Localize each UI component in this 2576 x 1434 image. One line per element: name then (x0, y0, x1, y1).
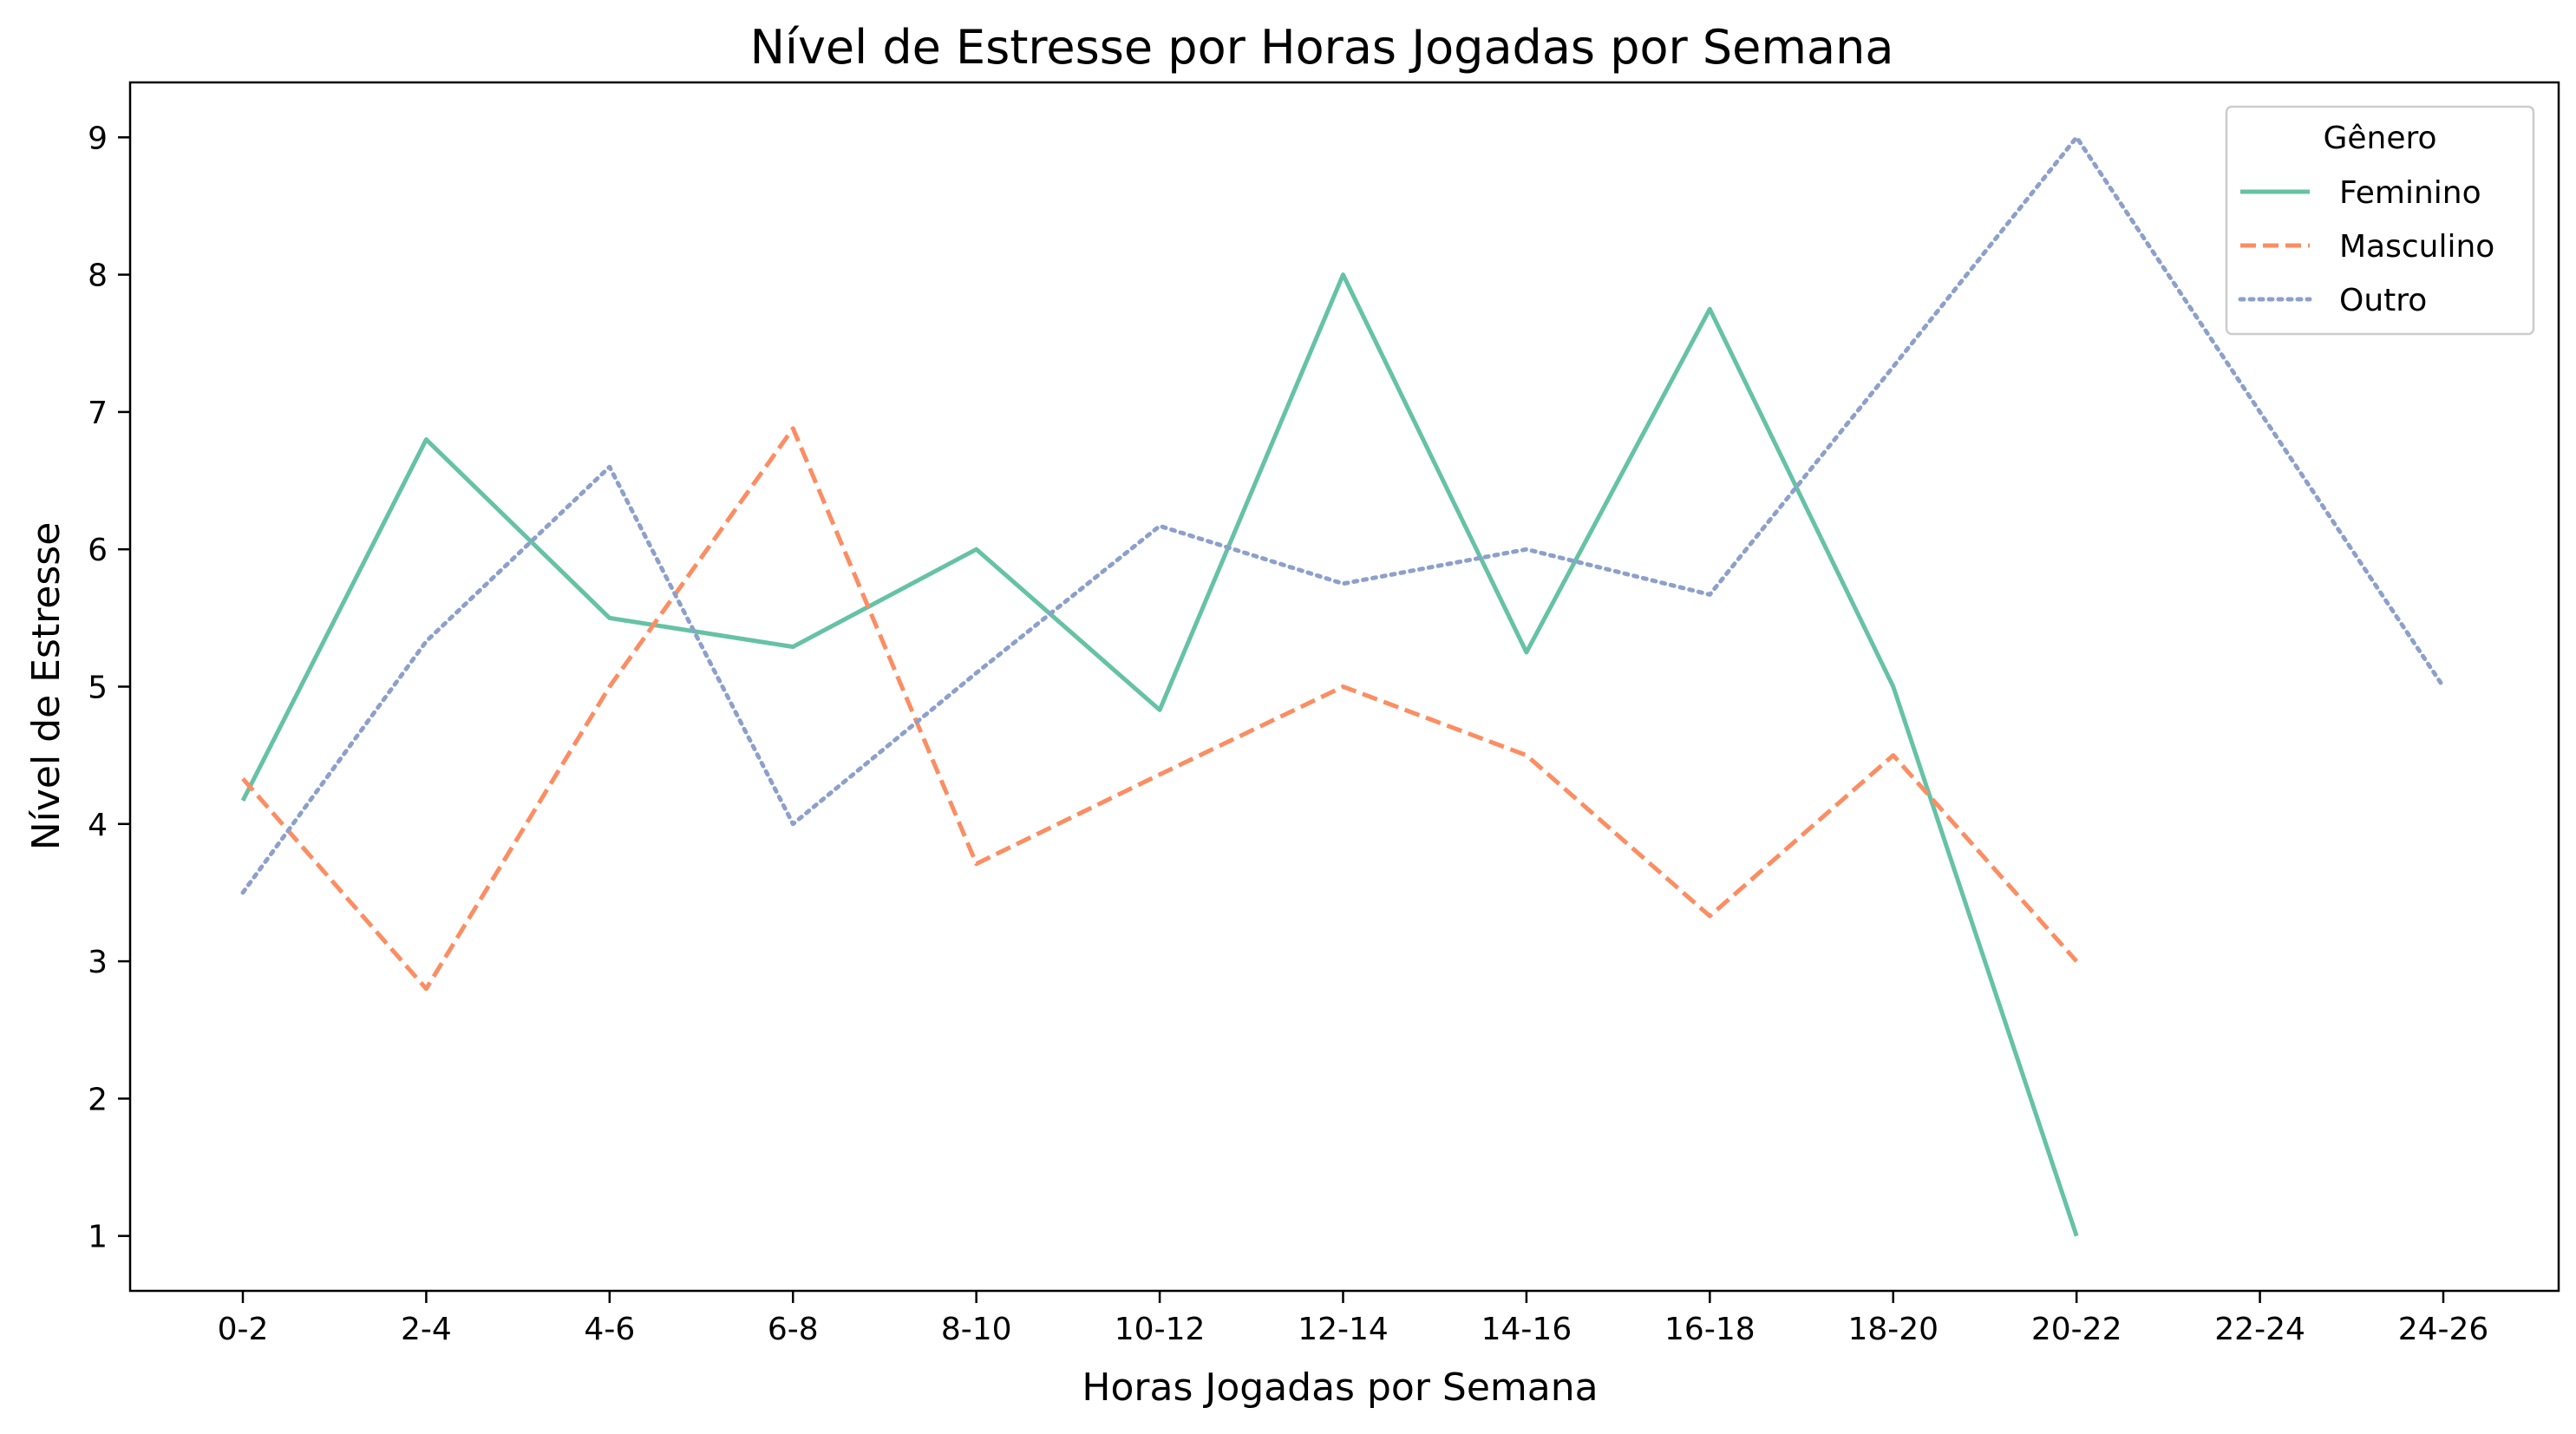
y-tick-label: 2 (88, 1082, 108, 1117)
y-axis-label: Nível de Estresse (24, 522, 69, 851)
legend-label-feminino: Feminino (2339, 175, 2481, 211)
y-axis: 1 2 3 4 5 6 7 8 9 (88, 121, 130, 1255)
x-tick-label: 20-22 (2031, 1312, 2122, 1347)
series-line-outro (240, 134, 2446, 895)
x-tick-label: 6-8 (768, 1312, 819, 1347)
legend: Gênero Feminino Masculino Outro (2225, 105, 2535, 336)
x-tick-label: 8-10 (941, 1312, 1012, 1347)
series-line-masculino (241, 426, 2079, 992)
y-tick-label: 7 (88, 396, 108, 431)
x-tick-label: 24-26 (2398, 1312, 2489, 1347)
x-tick-label: 18-20 (1847, 1312, 1939, 1347)
x-tick-label: 0-2 (218, 1312, 269, 1347)
x-tick-label: 2-4 (401, 1312, 452, 1347)
legend-label-masculino: Masculino (2339, 229, 2494, 265)
x-tick-label: 14-16 (1481, 1312, 1572, 1347)
y-tick-label: 1 (88, 1220, 108, 1255)
x-axis: 0-2 2-4 4-6 6-8 8-10 10-12 12-14 14-16 16-18 18-2… (218, 1291, 2489, 1347)
series-layer (240, 134, 2446, 1237)
x-tick-label: 4-6 (584, 1312, 635, 1347)
y-tick-label: 5 (88, 671, 108, 706)
x-tick-label: 16-18 (1664, 1312, 1755, 1347)
x-tick-label: 10-12 (1115, 1312, 1206, 1347)
chart-title: Nível de Estresse por Horas Jogadas por … (750, 20, 1894, 75)
y-tick-label: 6 (88, 533, 108, 568)
y-tick-label: 3 (88, 945, 108, 980)
x-tick-label: 12-14 (1298, 1312, 1389, 1347)
x-axis-label: Horas Jogadas por Semana (1082, 1365, 1598, 1410)
legend-box (2225, 105, 2535, 336)
y-tick-label: 4 (88, 808, 108, 843)
legend-label-outro: Outro (2339, 283, 2427, 318)
x-tick-label: 22-24 (2214, 1312, 2305, 1347)
y-tick-label: 9 (88, 121, 108, 156)
series-line-feminino (240, 272, 2079, 1237)
legend-entries: Feminino Masculino Outro (2238, 175, 2494, 318)
legend-title: Gênero (2323, 121, 2436, 156)
y-tick-label: 8 (88, 259, 108, 294)
